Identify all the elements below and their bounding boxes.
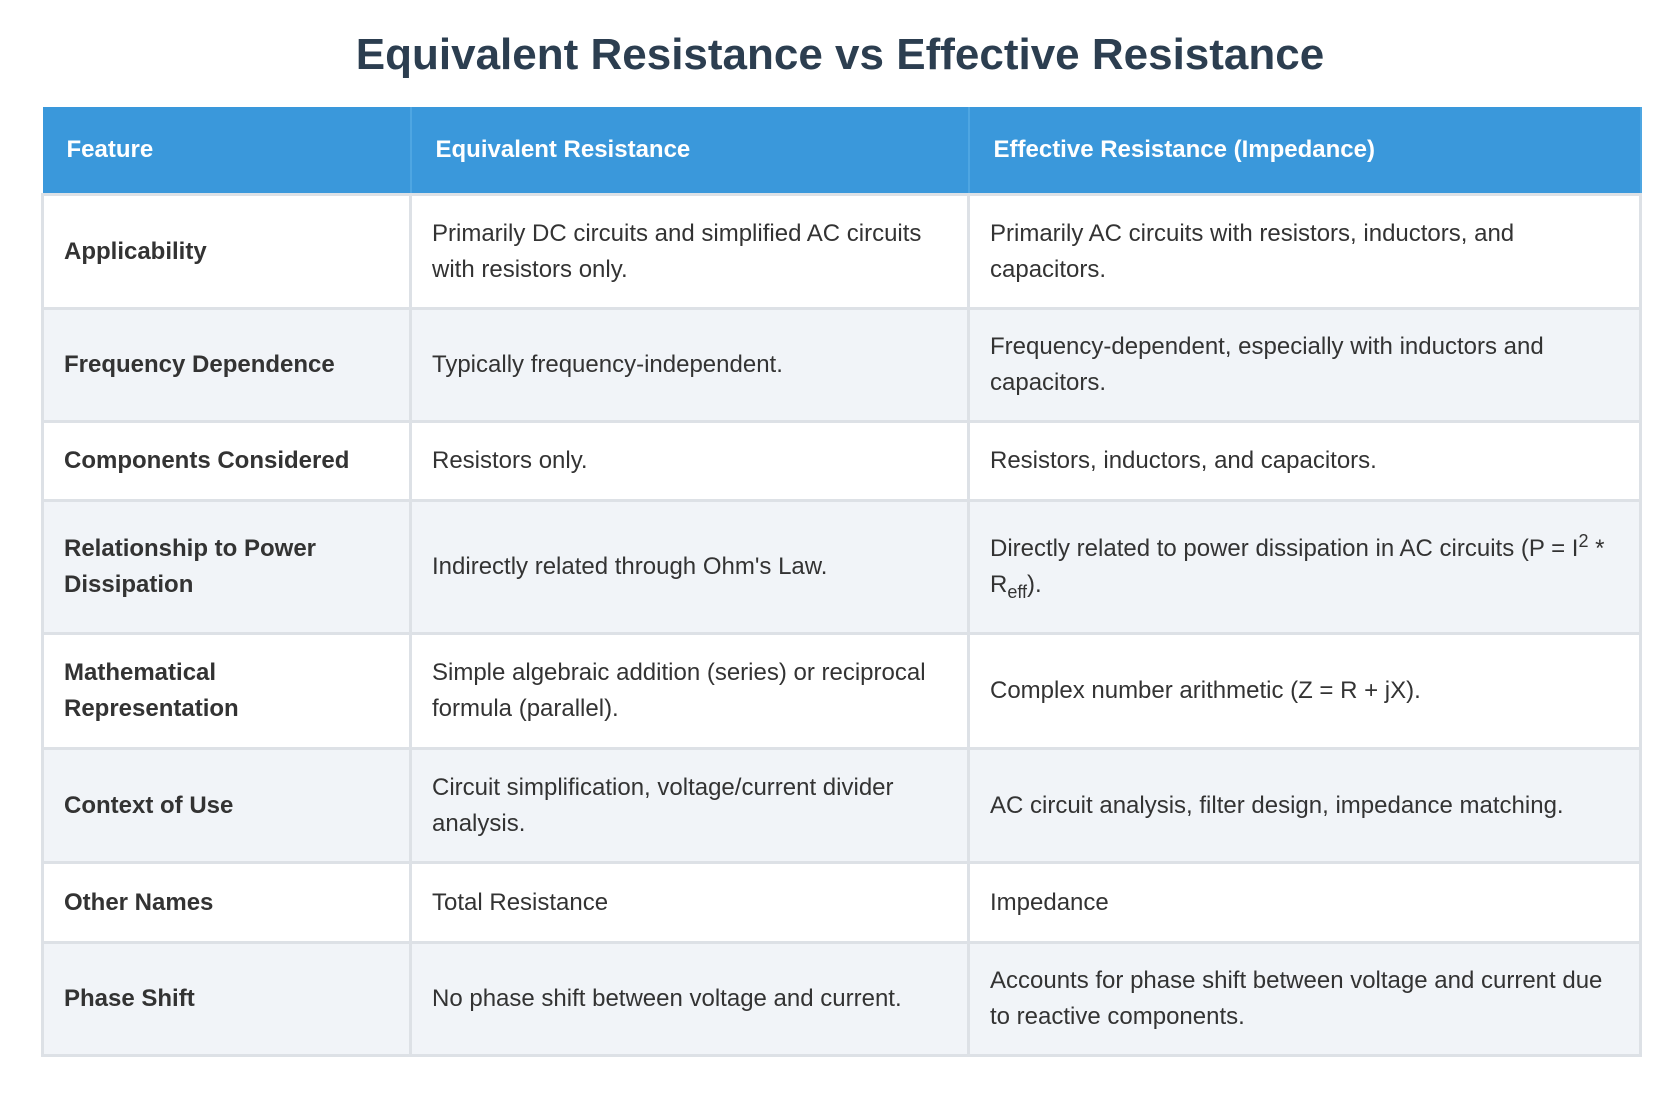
table-row: Other Names Total Resistance Impedance [41, 861, 1642, 944]
cell: Directly related to power dissipation in… [967, 499, 1642, 635]
formula-part: * R [990, 535, 1605, 598]
formula-part: Directly related to power dissipation in… [990, 535, 1579, 562]
table-row: Components Considered Resistors only. Resi… [41, 420, 1642, 502]
cell: Typically frequency-independent. [409, 307, 970, 423]
comparison-table: Feature Equivalent Resistance Effective Re… [41, 107, 1642, 1057]
header-cell: Effective Resistance (Impedance) [968, 107, 1642, 195]
table-row: Relationship to Power Dissipation Indirec… [41, 499, 1642, 635]
cell: Simple algebraic addition (series) or re… [409, 632, 970, 750]
cell: Primarily AC circuits with resistors, in… [967, 193, 1642, 310]
table-row: Mathematical Representation Simple algebr… [41, 632, 1642, 750]
feature-cell: Context of Use [41, 747, 412, 864]
cell: Impedance [967, 861, 1642, 944]
table-row: Applicability Primarily DC circuits and s… [41, 193, 1642, 310]
page-title: Equivalent Resistance vs Effective Resis… [355, 30, 1325, 79]
formula-part: 2 [1578, 531, 1589, 551]
formula-part: eff [1007, 581, 1028, 602]
table-row: Phase Shift No phase shift between voltag… [41, 941, 1642, 1057]
feature-cell: Relationship to Power Dissipation [41, 499, 412, 635]
feature-cell: Applicability [41, 193, 412, 310]
table-row: Context of Use Circuit simplification, vo… [41, 747, 1642, 864]
cell: Complex number arithmetic (Z = R + jX). [967, 632, 1642, 750]
feature-cell: Phase Shift [41, 941, 412, 1057]
feature-cell: Frequency Dependence [41, 307, 412, 423]
cell: Resistors only. [409, 420, 970, 502]
cell: Indirectly related through Ohm's Law. [409, 499, 970, 635]
cell: Accounts for phase shift between voltage… [967, 941, 1642, 1057]
header-cell: Feature [42, 107, 412, 195]
feature-cell: Components Considered [41, 420, 412, 502]
feature-cell: Mathematical Representation [41, 632, 412, 750]
cell: Circuit simplification, voltage/current … [409, 747, 970, 864]
cell: Total Resistance [409, 861, 970, 944]
cell: No phase shift between voltage and curre… [409, 941, 970, 1057]
cell: Primarily DC circuits and simplified AC … [409, 193, 970, 310]
cell: Resistors, inductors, and capacitors. [967, 420, 1642, 502]
header-cell: Equivalent Resistance [410, 107, 970, 195]
header-row: Feature Equivalent Resistance Effective Re… [42, 107, 1642, 195]
table-row: Frequency Dependence Typically frequency-… [41, 307, 1642, 423]
feature-cell: Other Names [41, 861, 412, 944]
formula-part: ). [1027, 571, 1042, 598]
cell: AC circuit analysis, filter design, impe… [967, 747, 1642, 864]
cell: Frequency-dependent, especially with ind… [967, 307, 1642, 423]
